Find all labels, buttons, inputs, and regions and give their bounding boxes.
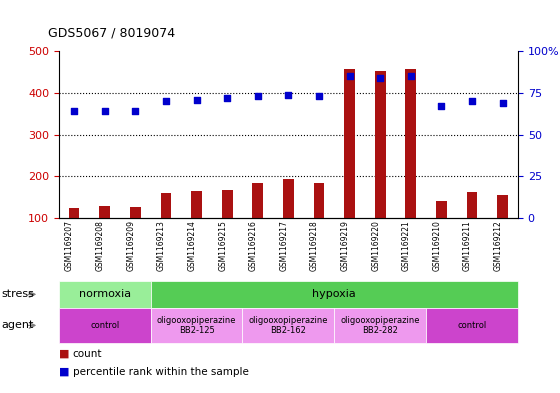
Text: GSM1169208: GSM1169208 [96, 220, 105, 271]
Bar [405, 69, 416, 218]
Point [100, 108, 109, 114]
Text: GSM1169211: GSM1169211 [463, 220, 472, 271]
Text: GSM1169210: GSM1169210 [432, 220, 441, 271]
Bar [222, 190, 232, 218]
Text: agent: agent [2, 320, 34, 331]
Text: oligooxopiperazine
BB2-162: oligooxopiperazine BB2-162 [249, 316, 328, 335]
Bar [436, 201, 447, 218]
Text: GDS5067 / 8019074: GDS5067 / 8019074 [48, 26, 175, 39]
Point [253, 93, 262, 99]
Point [69, 108, 78, 114]
Text: control: control [90, 321, 119, 330]
Point [223, 95, 232, 101]
Text: GSM1169214: GSM1169214 [188, 220, 197, 271]
Text: GSM1169216: GSM1169216 [249, 220, 258, 271]
Point [437, 103, 446, 109]
Text: oligooxopiperazine
BB2-125: oligooxopiperazine BB2-125 [157, 316, 236, 335]
Bar [161, 193, 171, 218]
Bar [283, 179, 294, 218]
Point [468, 98, 477, 104]
Bar [130, 207, 141, 218]
Bar [99, 206, 110, 218]
Text: stress: stress [2, 289, 35, 299]
Text: GSM1169212: GSM1169212 [494, 220, 503, 271]
Point [131, 108, 140, 114]
Text: control: control [458, 321, 487, 330]
Text: normoxia: normoxia [78, 289, 131, 299]
Text: GSM1169217: GSM1169217 [279, 220, 288, 271]
Point [376, 75, 385, 81]
Point [192, 96, 201, 103]
Text: count: count [73, 349, 102, 359]
Bar [375, 71, 386, 218]
Point [345, 73, 354, 79]
Point [407, 73, 416, 79]
Bar [344, 69, 355, 218]
Bar [191, 191, 202, 218]
Text: ■: ■ [59, 367, 69, 376]
Point [284, 91, 293, 97]
Text: GSM1169218: GSM1169218 [310, 220, 319, 271]
Bar [466, 192, 478, 218]
Point [161, 98, 170, 104]
Bar [497, 195, 508, 218]
Bar [314, 183, 324, 218]
Text: GSM1169209: GSM1169209 [127, 220, 136, 271]
Text: GSM1169219: GSM1169219 [340, 220, 349, 271]
Text: hypoxia: hypoxia [312, 289, 356, 299]
Point [315, 93, 324, 99]
Bar [69, 208, 80, 218]
Point [498, 100, 507, 106]
Text: GSM1169215: GSM1169215 [218, 220, 227, 271]
Text: oligooxopiperazine
BB2-282: oligooxopiperazine BB2-282 [340, 316, 420, 335]
Text: ■: ■ [59, 349, 69, 359]
Text: GSM1169221: GSM1169221 [402, 220, 411, 271]
Text: GSM1169207: GSM1169207 [65, 220, 74, 271]
Bar [253, 183, 263, 218]
Text: GSM1169220: GSM1169220 [371, 220, 380, 271]
Text: GSM1169213: GSM1169213 [157, 220, 166, 271]
Text: percentile rank within the sample: percentile rank within the sample [73, 367, 249, 376]
